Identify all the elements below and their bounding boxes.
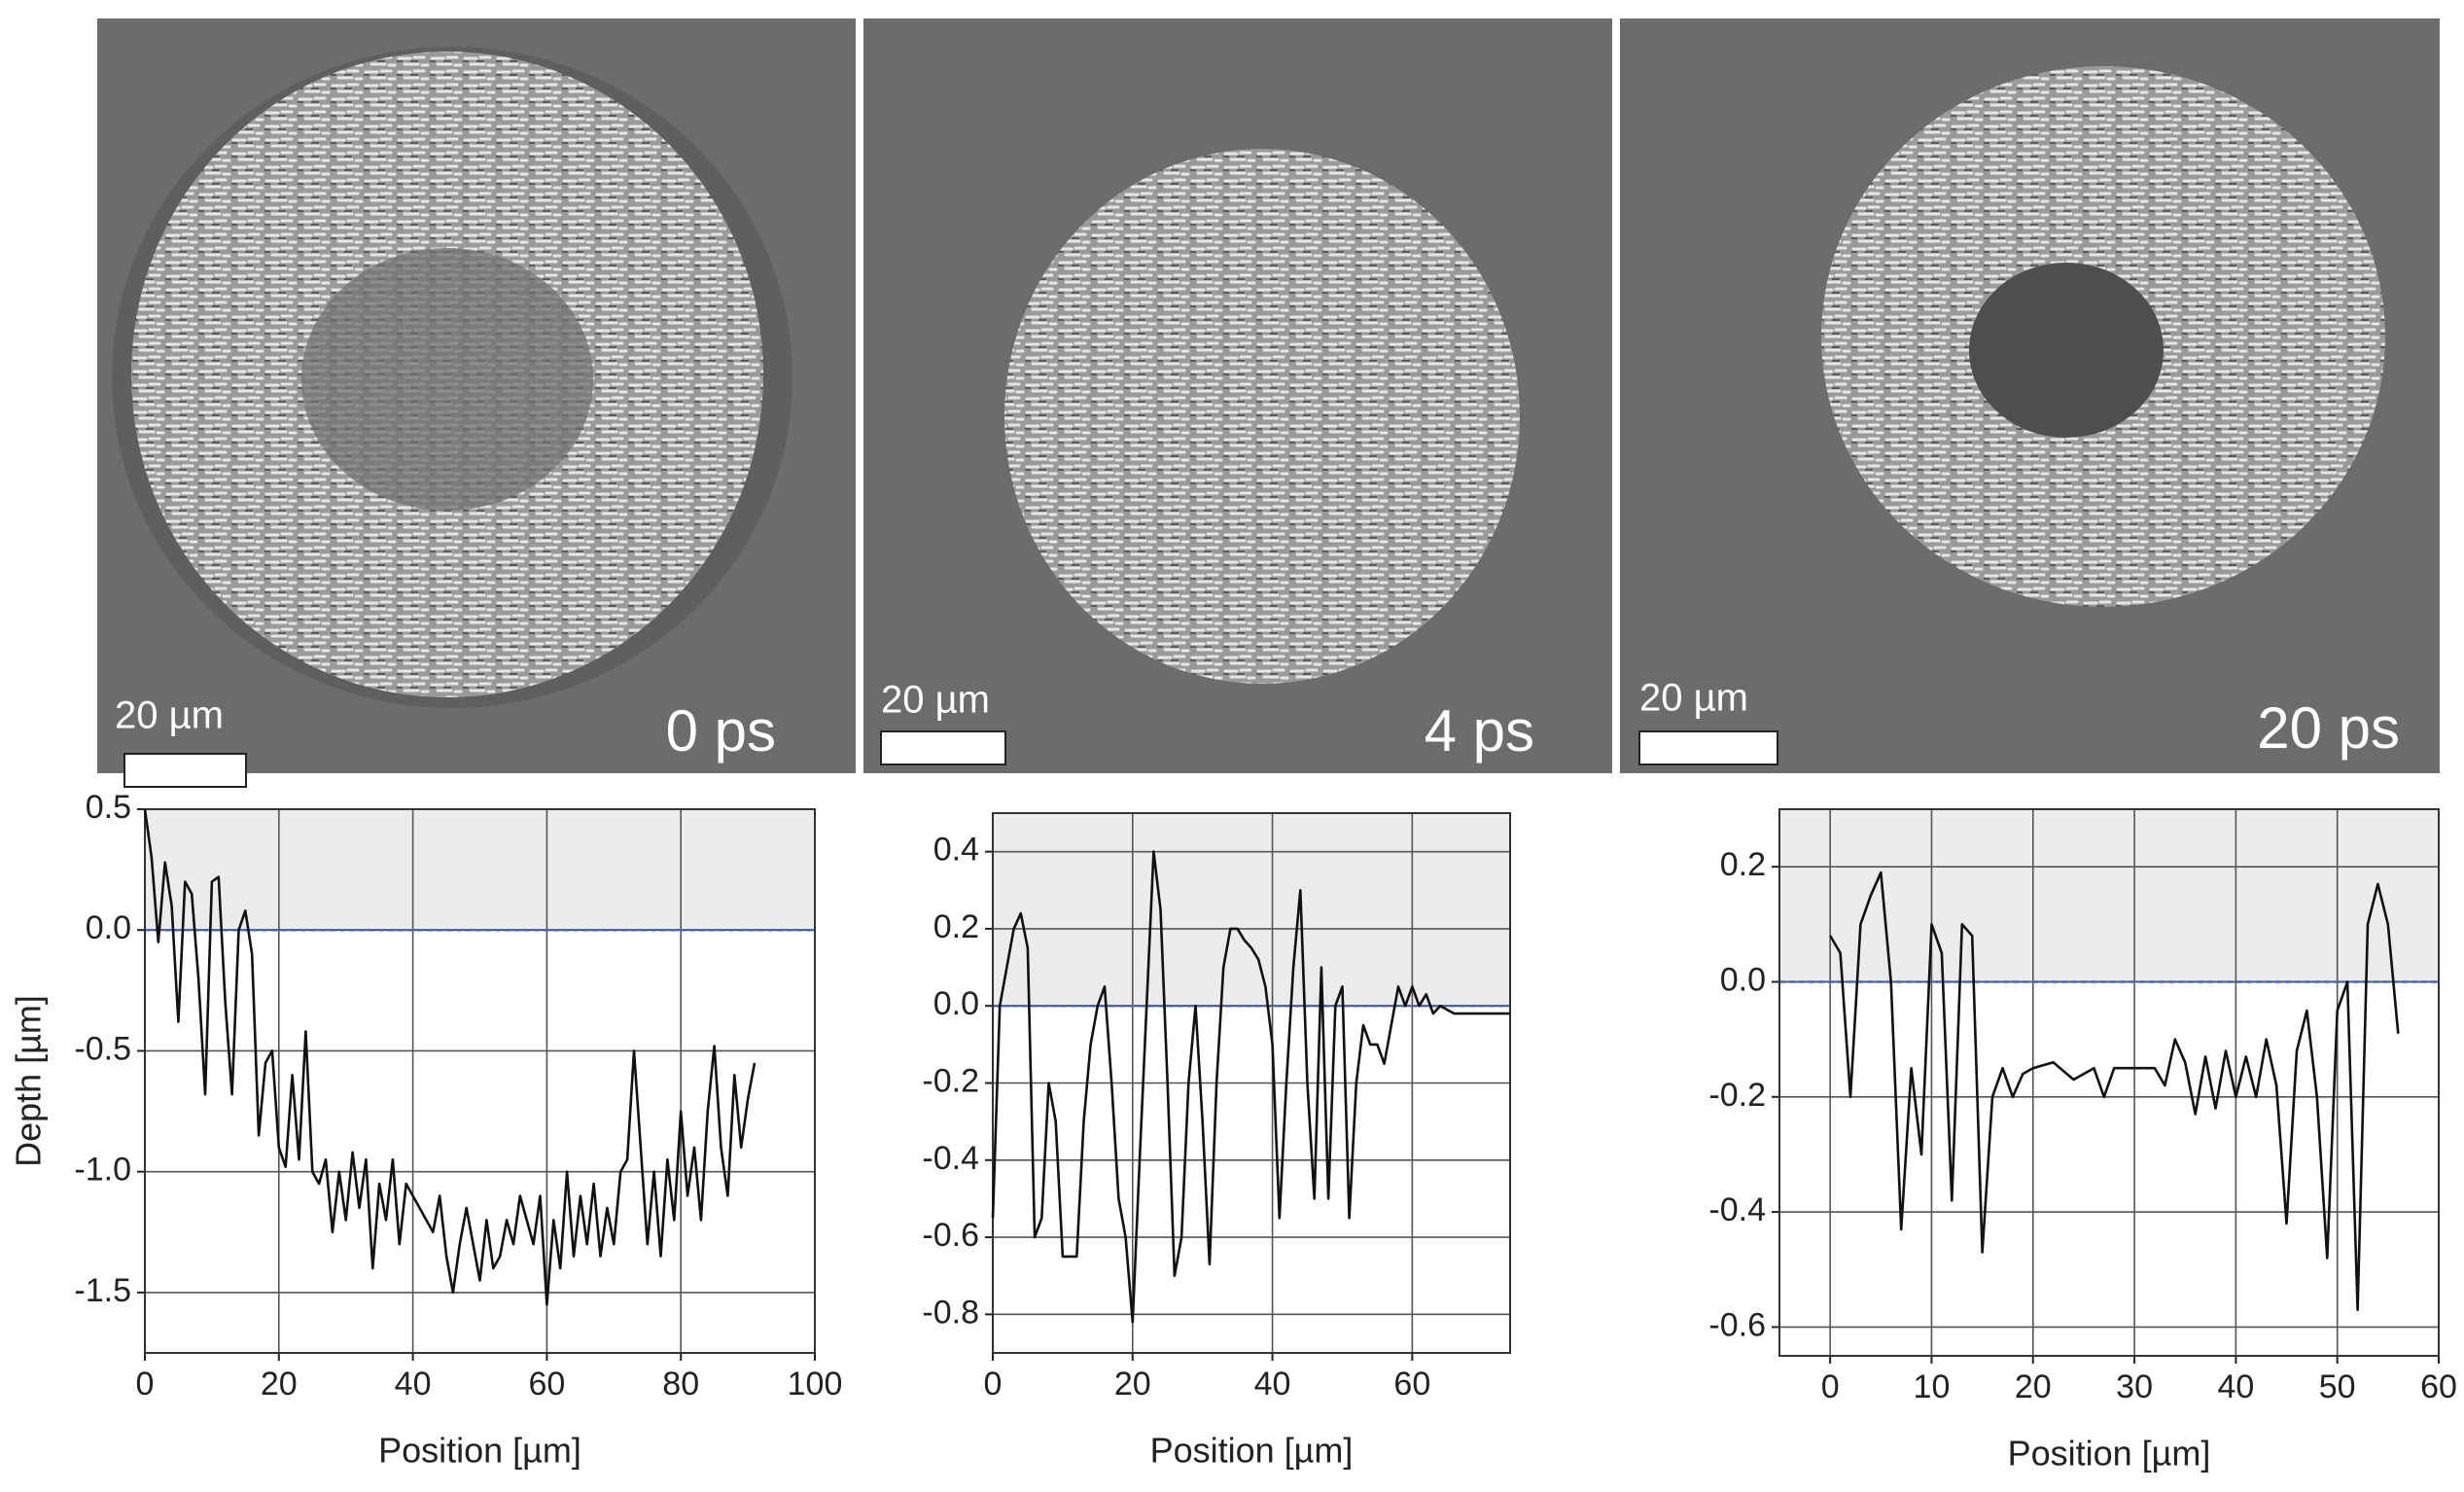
x-tick-label: 20 [261,1366,298,1403]
y-tick-label: -0.5 [74,1030,131,1067]
x-tick-label: 0 [136,1366,155,1403]
x-tick-label: 40 [395,1366,432,1403]
positive-region [144,808,816,932]
y-tick-label: -0.4 [922,1140,979,1177]
x-tick-label: 100 [788,1366,843,1403]
x-tick-label: 80 [662,1366,699,1403]
x-tick-label: 20 [1114,1366,1151,1403]
x-tick-label: 0 [984,1366,1003,1403]
depth-profile [1829,870,2400,1311]
y-axis-label: Depth [µm] [9,995,49,1167]
plot-frame [1778,808,2440,1357]
delay-label: 20 ps [2257,695,2400,761]
x-tick-label: 30 [2116,1368,2153,1405]
delay-label: 0 ps [666,698,776,764]
x-tick-label: 60 [528,1366,565,1403]
y-tick-label: -1.5 [74,1272,131,1309]
y-tick-label: 0.0 [1720,961,1766,998]
scale-bar [123,753,247,788]
sem-images [97,18,2440,773]
x-tick-label: 20 [2015,1368,2052,1405]
x-tick-label: 40 [1254,1366,1291,1403]
scale-bar [880,730,1006,765]
positive-region [992,812,1511,1008]
y-tick-label: -0.2 [922,1062,979,1099]
plot-frame [992,812,1511,1354]
y-tick-label: -0.2 [1708,1077,1766,1114]
x-tick-label: 10 [1914,1368,1951,1405]
y-tick-label: 0.4 [933,832,979,869]
y-tick-label: -0.6 [922,1217,979,1254]
scale-bar-label: 20 µm [115,694,224,737]
crater [1004,149,1520,684]
crater-center [301,248,593,511]
x-tick-label: 40 [2217,1368,2254,1405]
x-axis-label: Position [µm] [1150,1431,1354,1471]
crater-center [1969,263,2164,438]
y-tick-label: 0.2 [1720,846,1766,883]
y-tick-label: 0.0 [86,909,131,946]
y-tick-label: -0.8 [922,1294,979,1331]
y-tick-label: -1.0 [74,1152,131,1189]
y-tick-label: 0.0 [933,985,979,1022]
x-axis-label: Position [µm] [378,1431,581,1471]
depth-profile [991,850,1510,1324]
depth-profile [143,808,757,1306]
y-tick-label: -0.4 [1708,1191,1766,1228]
y-tick-label: 0.5 [86,789,131,826]
image-labels: 20 µm 0 ps 20 µm 4 ps 20 µm 20 ps [115,677,2400,788]
x-tick-label: 60 [2420,1368,2457,1405]
positive-region [1778,808,2440,983]
y-tick-label: 0.2 [933,908,979,945]
scale-bar-label: 20 µm [1639,677,1748,720]
plot-frame [144,808,816,1354]
y-tick-label: -0.6 [1708,1306,1766,1343]
x-tick-label: 60 [1393,1366,1430,1403]
scale-bar [1638,730,1778,765]
delay-label: 4 ps [1425,698,1534,764]
x-tick-label: 0 [1821,1368,1840,1405]
scale-bar-label: 20 µm [881,679,990,722]
x-tick-label: 50 [2319,1368,2356,1405]
x-axis-label: Position [µm] [2008,1434,2211,1474]
